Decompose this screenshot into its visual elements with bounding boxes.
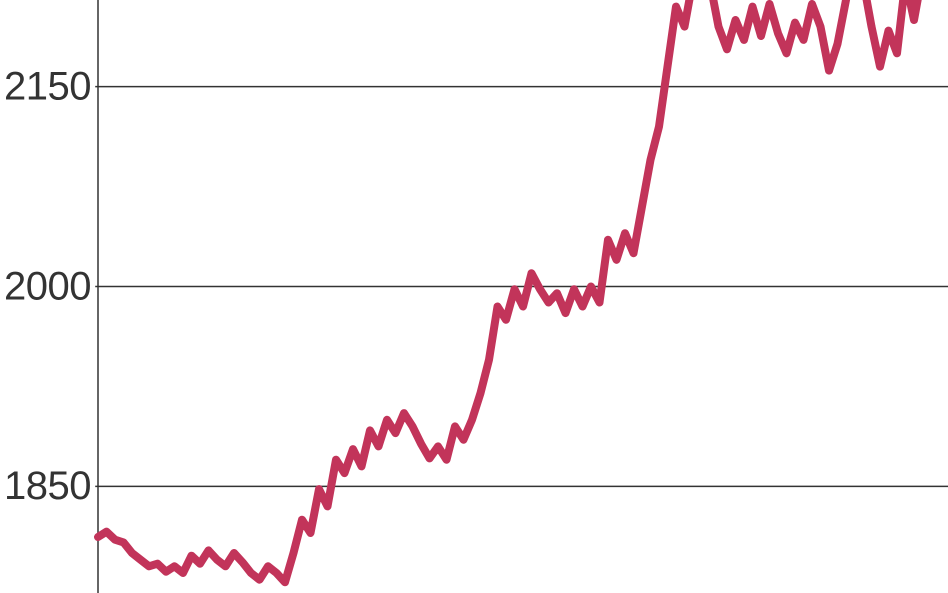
chart-canvas: 1850 2000 2150: [0, 0, 948, 593]
line-chart: 1850 2000 2150: [0, 0, 948, 593]
chart-background: [0, 0, 948, 593]
y-tick-label: 2000: [4, 264, 91, 308]
y-tick-label: 1850: [4, 464, 91, 508]
y-tick-label: 2150: [4, 64, 91, 108]
